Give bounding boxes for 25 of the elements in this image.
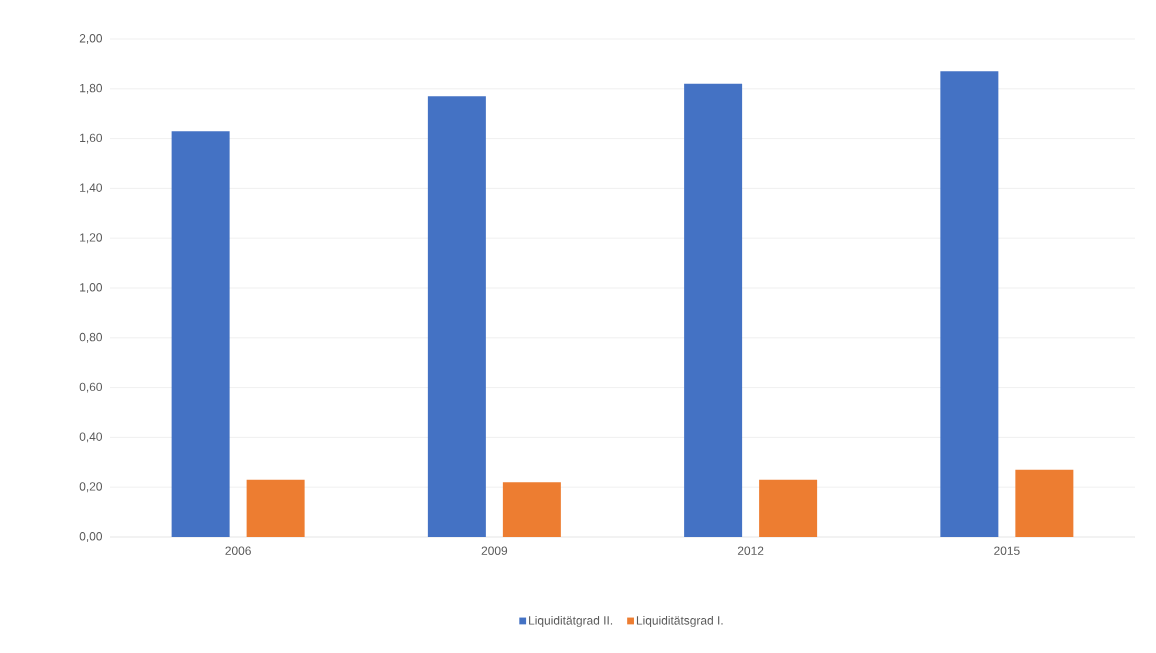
y-tick-label: 1,80	[80, 83, 103, 94]
x-tick-label: 2009	[481, 546, 508, 555]
bar	[246, 479, 305, 537]
y-tick-label: 2,00	[79, 34, 103, 44]
x-tick-label: 2012	[737, 546, 764, 555]
y-tick-label: 0,80	[79, 332, 103, 343]
bar	[684, 83, 743, 537]
y-tick-label: 0,20	[79, 482, 103, 493]
x-tick-label: 2006	[225, 546, 251, 555]
y-tick-label: 1,00	[80, 283, 103, 293]
y-tick-label: 1,20	[80, 233, 103, 244]
legend-label: Liquiditätgrad II.	[529, 615, 613, 628]
legend-label: Liquiditätsgrad I.	[636, 615, 723, 628]
bar	[759, 479, 818, 537]
x-tick-label: 2015	[994, 546, 1020, 555]
bar	[1015, 469, 1074, 537]
y-tick-label: 1,40	[80, 183, 103, 194]
y-tick-label: 1,60	[80, 133, 103, 144]
bar	[171, 131, 230, 537]
bar	[940, 71, 999, 537]
y-tick-label: 0,00	[79, 532, 103, 542]
bar	[427, 96, 486, 537]
bar	[502, 482, 561, 537]
y-tick-label: 0,40	[79, 432, 103, 443]
y-tick-label: 0,60	[79, 382, 103, 393]
